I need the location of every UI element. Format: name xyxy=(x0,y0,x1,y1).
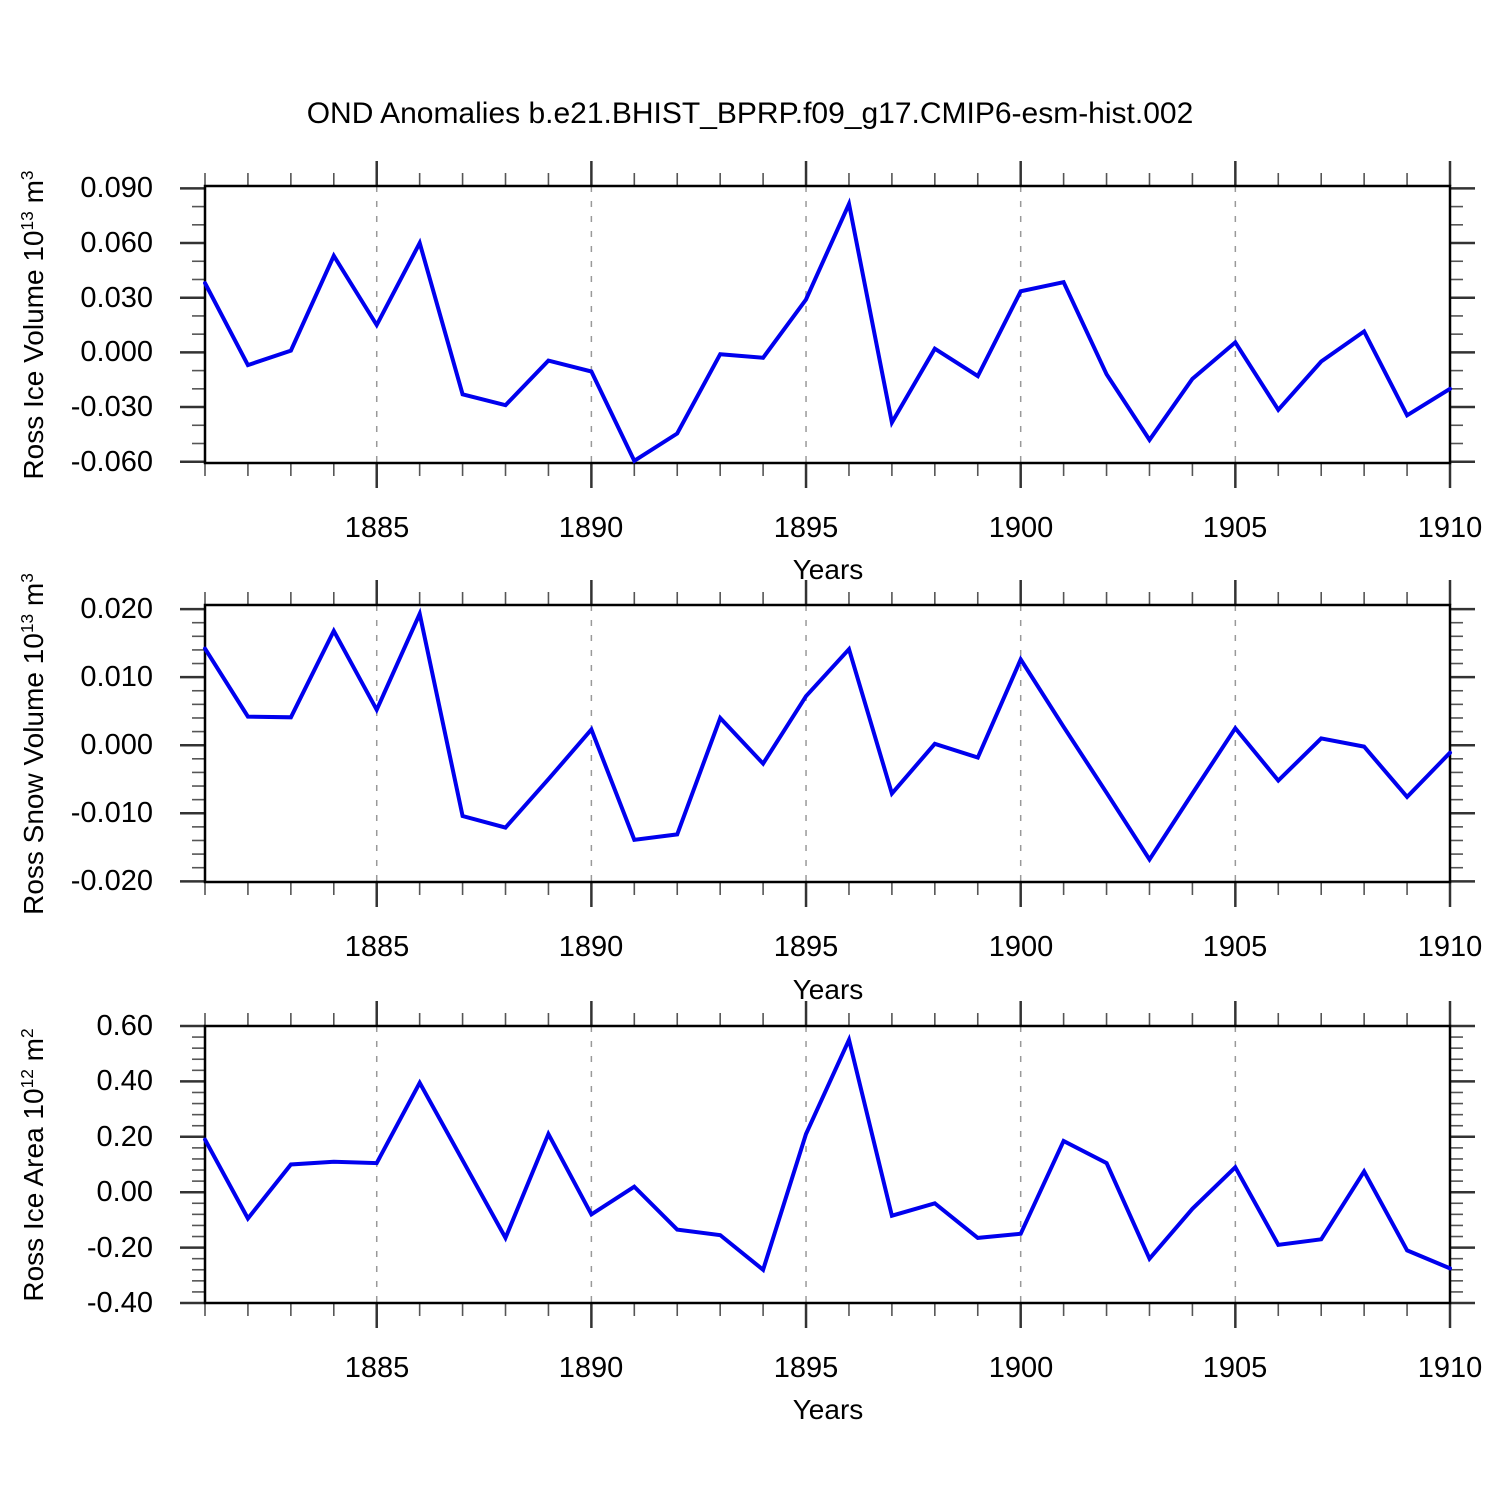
x-tick-label: 1885 xyxy=(344,1352,410,1384)
y-tick-label: 0.010 xyxy=(80,661,153,693)
x-tick-label: 1910 xyxy=(1417,1352,1483,1384)
plot-box xyxy=(203,184,1452,465)
x-tick-label: 1910 xyxy=(1417,512,1483,544)
y-tick-label: 0.060 xyxy=(80,227,153,259)
y-tick-label: 0.000 xyxy=(80,336,153,368)
y-axis-label-ice-volume: Ross Ice Volume 1013 m3 xyxy=(17,170,50,479)
x-axis-title: Years xyxy=(792,554,864,585)
x-tick-label: 1905 xyxy=(1202,931,1268,963)
x-tick-label: 1895 xyxy=(773,931,839,963)
y-tick-label: 0.00 xyxy=(96,1176,153,1208)
x-tick-label: 1905 xyxy=(1202,512,1268,544)
x-tick-label: 1900 xyxy=(988,931,1054,963)
x-tick-label: 1895 xyxy=(773,1352,839,1384)
x-tick-label: 1905 xyxy=(1202,1352,1268,1384)
y-tick-label: 0.090 xyxy=(80,172,153,204)
y-tick-label: 0.000 xyxy=(80,729,153,761)
x-axis-title: Years xyxy=(792,974,864,1005)
data-line-ross-ice-volume xyxy=(203,197,1452,464)
x-tick-label: 1895 xyxy=(773,512,839,544)
data-line-ross-ice-area xyxy=(203,1033,1452,1274)
chart-title: OND Anomalies b.e21.BHIST_BPRP.f09_g17.C… xyxy=(306,97,1194,130)
y-tick-label: 0.20 xyxy=(96,1121,153,1153)
y-tick-label: 0.030 xyxy=(80,282,153,314)
x-tick-label: 1900 xyxy=(988,512,1054,544)
x-tick-label: 1890 xyxy=(558,931,624,963)
y-tick-label: -0.20 xyxy=(86,1232,153,1264)
x-tick-label: 1910 xyxy=(1417,931,1483,963)
y-tick-label: 0.40 xyxy=(96,1065,153,1097)
y-axis-label-unit-exponent: 3 xyxy=(17,573,38,583)
y-tick-label: 0.60 xyxy=(96,1010,153,1042)
y-tick-label: -0.030 xyxy=(70,391,153,423)
y-tick-label: -0.010 xyxy=(70,797,153,829)
x-tick-label: 1890 xyxy=(558,512,624,544)
plot-box xyxy=(203,603,1452,884)
x-tick-label: 1890 xyxy=(558,1352,624,1384)
x-tick-label: 1885 xyxy=(344,931,410,963)
x-axis-title: Years xyxy=(792,1394,864,1425)
plot-box xyxy=(203,1024,1452,1305)
x-tick-label: 1885 xyxy=(344,512,410,544)
x-tick-label: 1900 xyxy=(988,1352,1054,1384)
data-line-ross-snow-volume xyxy=(203,607,1452,864)
y-tick-label: -0.060 xyxy=(70,446,153,478)
y-tick-label: 0.020 xyxy=(80,593,153,625)
y-tick-label: -0.40 xyxy=(86,1287,153,1319)
y-tick-label: -0.020 xyxy=(70,865,153,897)
